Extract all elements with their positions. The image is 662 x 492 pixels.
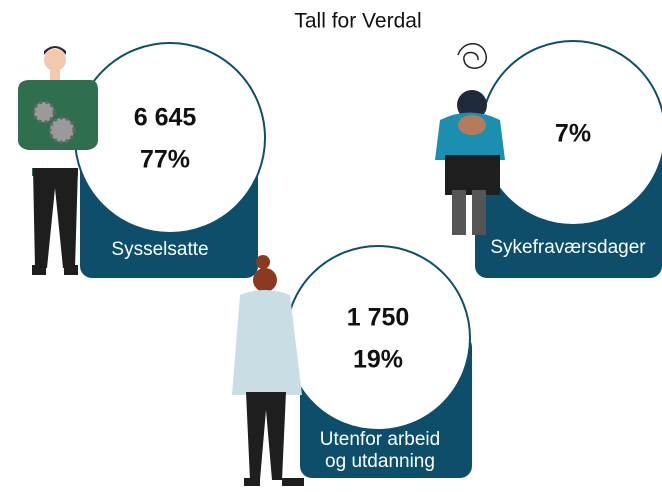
card-label: Sykefraværsdager: [490, 237, 646, 258]
person-illustration: [18, 46, 98, 275]
card-value: 6 645: [134, 104, 197, 132]
card: [475, 40, 662, 278]
person-illustration: [232, 255, 304, 486]
card-value: 19%: [353, 346, 403, 374]
card: [74, 42, 266, 278]
title: Tall for Verdal: [294, 10, 421, 33]
card-value: 7%: [555, 120, 591, 148]
card-value: 1 750: [347, 304, 410, 332]
person-illustration: [435, 43, 505, 235]
card-value: 77%: [140, 146, 190, 174]
card-circle: [74, 42, 266, 234]
card-label: Utenfor arbeid: [320, 429, 440, 450]
card-label: og utdanning: [325, 451, 435, 472]
card-circle: [285, 245, 471, 431]
card-label: Sysselsatte: [111, 239, 208, 260]
